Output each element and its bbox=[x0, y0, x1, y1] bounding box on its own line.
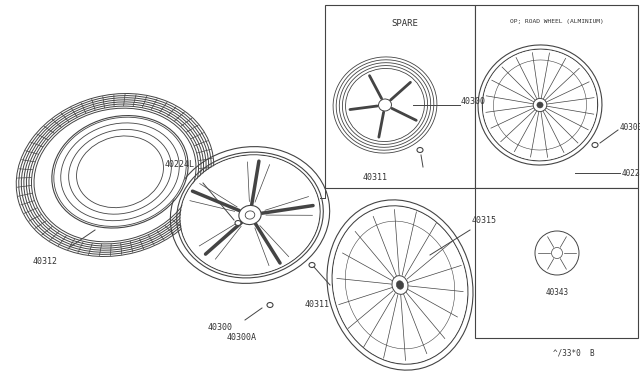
Text: 40300A: 40300A bbox=[227, 333, 257, 342]
Ellipse shape bbox=[592, 142, 598, 148]
Text: 40312: 40312 bbox=[33, 257, 58, 266]
Ellipse shape bbox=[267, 302, 273, 308]
Ellipse shape bbox=[378, 99, 392, 111]
Text: ^/33*0  B: ^/33*0 B bbox=[554, 349, 595, 358]
Text: 40300: 40300 bbox=[461, 96, 486, 106]
Ellipse shape bbox=[483, 50, 597, 160]
Bar bbox=[325, 5, 475, 188]
Ellipse shape bbox=[533, 99, 547, 112]
Bar bbox=[475, 5, 638, 188]
Ellipse shape bbox=[537, 102, 543, 108]
Ellipse shape bbox=[396, 281, 404, 289]
Ellipse shape bbox=[239, 205, 261, 225]
Ellipse shape bbox=[535, 231, 579, 275]
Ellipse shape bbox=[235, 221, 241, 225]
Ellipse shape bbox=[53, 117, 187, 227]
Ellipse shape bbox=[333, 207, 467, 363]
Ellipse shape bbox=[180, 155, 319, 275]
Text: 40311: 40311 bbox=[362, 173, 387, 182]
Text: 40343: 40343 bbox=[545, 288, 568, 297]
Text: 40224L: 40224L bbox=[165, 160, 195, 169]
Text: 40300M: 40300M bbox=[620, 122, 640, 131]
Ellipse shape bbox=[245, 211, 255, 219]
Ellipse shape bbox=[347, 70, 424, 141]
Text: 40224: 40224 bbox=[622, 169, 640, 177]
Text: 40311: 40311 bbox=[305, 300, 330, 309]
Text: SPARE: SPARE bbox=[392, 19, 419, 28]
Ellipse shape bbox=[417, 148, 423, 153]
Text: 40315: 40315 bbox=[472, 216, 497, 225]
Bar bbox=[475, 188, 638, 338]
Text: OP; ROAD WHEEL (ALMINIUM): OP; ROAD WHEEL (ALMINIUM) bbox=[510, 19, 604, 24]
Ellipse shape bbox=[309, 263, 315, 267]
Ellipse shape bbox=[552, 247, 563, 259]
Ellipse shape bbox=[392, 276, 408, 294]
Text: 40300: 40300 bbox=[207, 323, 232, 332]
